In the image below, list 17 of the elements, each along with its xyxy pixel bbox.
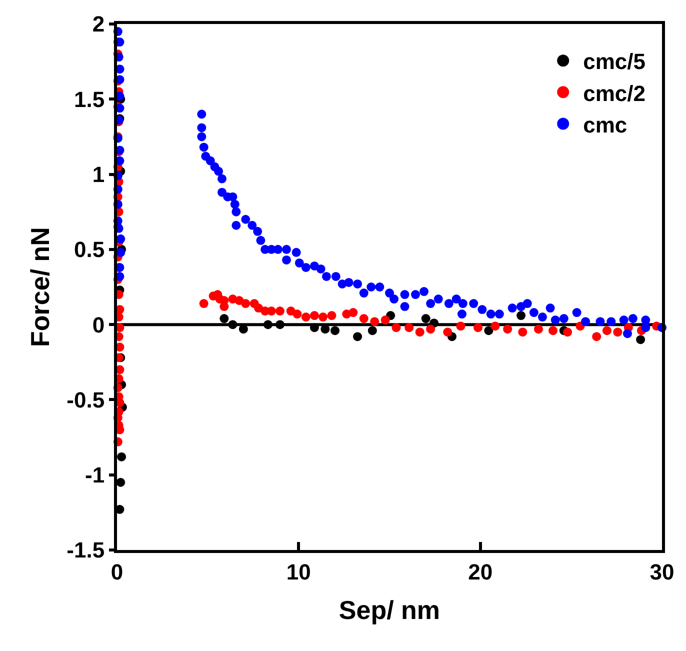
y-tick-label: -0.5 (66, 387, 105, 412)
y-tick-label: -1.5 (66, 538, 105, 563)
y-tick-label: 2 (92, 12, 105, 37)
x-tick-label: 10 (286, 559, 311, 584)
legend-label: cmc/5 (583, 49, 646, 74)
x-axis-title: Sep/ nm (338, 595, 440, 626)
y-tick-label: 1 (92, 162, 105, 187)
legend-label: cmc/2 (583, 80, 646, 106)
y-tick-label: -1 (85, 462, 105, 488)
y-tick-label: 0.5 (74, 237, 105, 262)
legend-label: cmc (583, 112, 628, 138)
x-tick-label: 20 (468, 559, 493, 584)
y-tick-label: 0 (92, 312, 105, 338)
y-tick-label: 1.5 (74, 86, 105, 112)
x-tick-label: 30 (650, 559, 674, 584)
y-axis-title: Force/ nN (25, 227, 56, 347)
x-tick-label: 0 (110, 559, 124, 584)
